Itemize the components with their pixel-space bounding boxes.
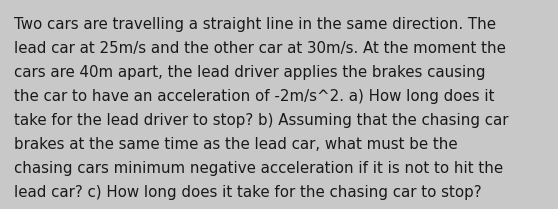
Text: Two cars are travelling a straight line in the same direction. The: Two cars are travelling a straight line … [14,17,496,32]
Text: cars are 40m apart, the lead driver applies the brakes causing: cars are 40m apart, the lead driver appl… [14,65,485,80]
Text: brakes at the same time as the lead car, what must be the: brakes at the same time as the lead car,… [14,137,458,152]
Text: lead car at 25m/s and the other car at 30m/s. At the moment the: lead car at 25m/s and the other car at 3… [14,41,506,56]
Text: chasing cars minimum negative acceleration if it is not to hit the: chasing cars minimum negative accelerati… [14,161,503,176]
Text: take for the lead driver to stop? b) Assuming that the chasing car: take for the lead driver to stop? b) Ass… [14,113,508,128]
Text: lead car? c) How long does it take for the chasing car to stop?: lead car? c) How long does it take for t… [14,185,482,200]
Text: the car to have an acceleration of -2m/s^2. a) How long does it: the car to have an acceleration of -2m/s… [14,89,494,104]
